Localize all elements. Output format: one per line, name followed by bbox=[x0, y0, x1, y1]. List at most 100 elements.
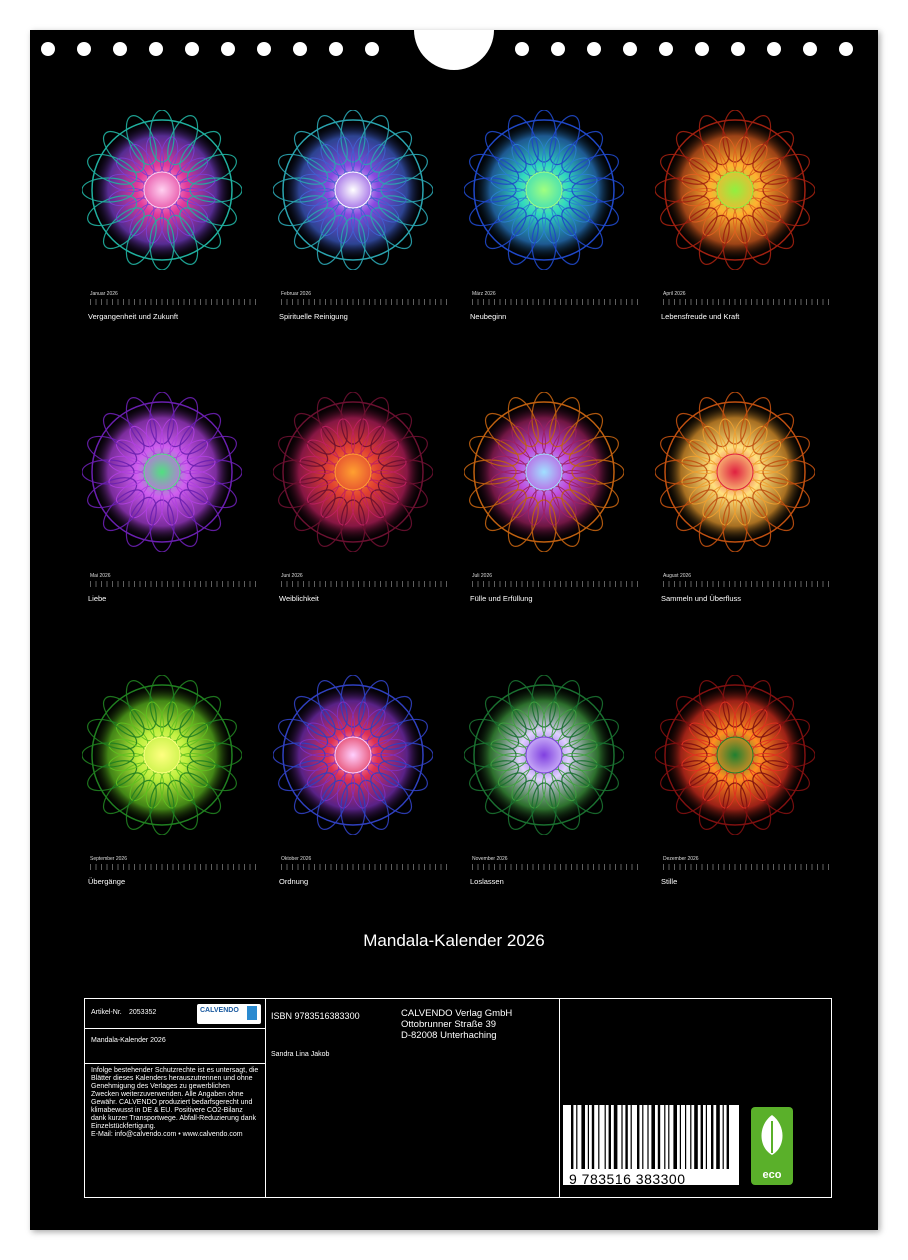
calvendo-logo: CALVENDO bbox=[197, 1004, 261, 1024]
binding-hole bbox=[803, 42, 817, 56]
mandala-caption: Sammeln und Überfluss bbox=[661, 594, 742, 603]
day-strip bbox=[472, 864, 642, 870]
binding-hole bbox=[149, 42, 163, 56]
month-cell: November 2026 Loslassen bbox=[452, 675, 642, 957]
mandala-image bbox=[464, 392, 624, 552]
mandala-caption: Vergangenheit und Zukunft bbox=[88, 312, 179, 321]
day-strip bbox=[281, 864, 451, 870]
month-cell: Februar 2026 Spirituelle Reinigung bbox=[261, 110, 451, 392]
calendar-back-page: Januar 2026 Vergangenheit und Zukunft Fe… bbox=[30, 30, 878, 1230]
month-label: April 2026 bbox=[663, 291, 686, 297]
month-cell: Oktober 2026 Ordnung bbox=[261, 675, 451, 957]
binding-hole bbox=[551, 42, 565, 56]
binding-hole bbox=[293, 42, 307, 56]
month-cell: Juni 2026 Weiblichkeit bbox=[261, 392, 451, 674]
day-strip bbox=[90, 299, 260, 305]
month-label: September 2026 bbox=[90, 856, 127, 862]
day-strip bbox=[663, 864, 833, 870]
mandala-image bbox=[273, 675, 433, 835]
mandala-caption: Weiblichkeit bbox=[279, 594, 319, 603]
binding-hole bbox=[623, 42, 637, 56]
author: Sandra Lina Jakob bbox=[271, 1051, 330, 1058]
binding-hole bbox=[515, 42, 529, 56]
publisher-street: Ottobrunner Straße 39 bbox=[401, 1019, 497, 1030]
month-label: Mai 2026 bbox=[90, 573, 111, 579]
month-cell: Dezember 2026 Stille bbox=[643, 675, 833, 957]
mandala-caption: Lebensfreude und Kraft bbox=[661, 312, 740, 321]
publisher-city: D-82008 Unterhaching bbox=[401, 1030, 497, 1041]
info-box: Artikel-Nr. 2053352 CALVENDO Mandala-Kal… bbox=[84, 998, 832, 1198]
article-number: 2053352 bbox=[129, 1009, 157, 1016]
month-label: Januar 2026 bbox=[90, 291, 118, 297]
binding-hole bbox=[731, 42, 745, 56]
mandala-caption: Loslassen bbox=[470, 877, 504, 886]
binding-hole bbox=[695, 42, 709, 56]
month-label: Juli 2026 bbox=[472, 573, 493, 579]
mandala-image bbox=[273, 110, 433, 270]
barcode-bars bbox=[571, 1105, 729, 1169]
mandala-image bbox=[464, 675, 624, 835]
month-label: November 2026 bbox=[472, 856, 508, 862]
binding-hole bbox=[257, 42, 271, 56]
month-cell: Januar 2026 Vergangenheit und Zukunft bbox=[70, 110, 260, 392]
barcode: 9 783516 383300 bbox=[563, 1105, 739, 1187]
day-strip bbox=[663, 299, 833, 305]
day-strip bbox=[90, 581, 260, 587]
mandala-caption: Neubeginn bbox=[470, 312, 507, 321]
mandala-caption: Ordnung bbox=[279, 877, 309, 886]
binding-hole bbox=[221, 42, 235, 56]
binding-hole bbox=[77, 42, 91, 56]
month-cell: Juli 2026 Fülle und Erfüllung bbox=[452, 392, 642, 674]
mandala-image bbox=[82, 675, 242, 835]
article-label: Artikel-Nr. bbox=[91, 1009, 122, 1016]
barcode-panel: 9 783516 383300 eco bbox=[559, 999, 833, 1199]
month-cell: April 2026 Lebensfreude und Kraft bbox=[643, 110, 833, 392]
binding-hole bbox=[659, 42, 673, 56]
month-cell: Mai 2026 Liebe bbox=[70, 392, 260, 674]
binding-hole bbox=[185, 42, 199, 56]
binding-hole bbox=[767, 42, 781, 56]
day-strip bbox=[281, 581, 451, 587]
month-label: Oktober 2026 bbox=[281, 856, 312, 862]
day-strip bbox=[90, 864, 260, 870]
binding-hole bbox=[113, 42, 127, 56]
mandala-image bbox=[82, 392, 242, 552]
product-title: Mandala-Kalender 2026 bbox=[91, 1037, 166, 1044]
mandala-image bbox=[655, 110, 815, 270]
day-strip bbox=[472, 299, 642, 305]
legal-notice: Infolge bestehender Schutzrechte ist es … bbox=[91, 1067, 259, 1130]
mandala-caption: Liebe bbox=[88, 594, 107, 603]
month-cell: August 2026 Sammeln und Überfluss bbox=[643, 392, 833, 674]
month-label: Juni 2026 bbox=[281, 573, 303, 579]
day-strip bbox=[472, 581, 642, 587]
month-label: Dezember 2026 bbox=[663, 856, 699, 862]
eco-badge: eco bbox=[751, 1107, 793, 1185]
binding-holes bbox=[30, 30, 878, 70]
mandala-caption: Stille bbox=[661, 877, 678, 886]
mandala-caption: Spirituelle Reinigung bbox=[279, 312, 348, 321]
mandala-image bbox=[464, 110, 624, 270]
contact-line: E-Mail: info@calvendo.com • www.calvendo… bbox=[91, 1131, 243, 1138]
publisher-name: CALVENDO Verlag GmbH bbox=[401, 1008, 513, 1019]
month-cell: März 2026 Neubeginn bbox=[452, 110, 642, 392]
leaf-icon bbox=[761, 1115, 783, 1155]
mandala-caption: Fülle und Erfüllung bbox=[470, 594, 533, 603]
mandala-caption: Übergänge bbox=[88, 877, 126, 886]
isbn: ISBN 9783516383300 bbox=[271, 1011, 360, 1021]
month-label: März 2026 bbox=[472, 291, 496, 297]
mandala-image bbox=[655, 392, 815, 552]
month-label: Februar 2026 bbox=[281, 291, 312, 297]
barcode-digits: 9 783516 383300 bbox=[569, 1171, 686, 1187]
calendar-title: Mandala-Kalender 2026 bbox=[363, 931, 545, 950]
binding-hole bbox=[839, 42, 853, 56]
binding-hole bbox=[587, 42, 601, 56]
day-strip bbox=[663, 581, 833, 587]
month-label: August 2026 bbox=[663, 573, 692, 579]
binding-hole bbox=[329, 42, 343, 56]
binding-hole bbox=[365, 42, 379, 56]
mandala-image bbox=[273, 392, 433, 552]
month-cell: September 2026 Übergänge bbox=[70, 675, 260, 957]
day-strip bbox=[281, 299, 451, 305]
mandala-image bbox=[82, 110, 242, 270]
binding-hole bbox=[41, 42, 55, 56]
